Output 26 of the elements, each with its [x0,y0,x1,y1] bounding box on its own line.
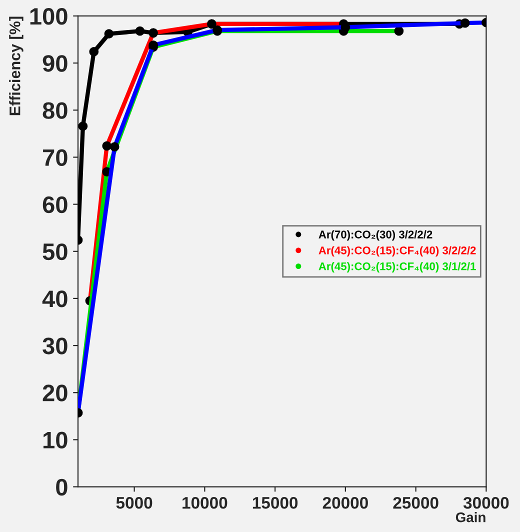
y-tick-label: 100 [30,8,68,25]
x-tick-label: 25000 [393,496,438,509]
y-tick-label: 20 [42,384,68,402]
y-axis-title: Efficiency [%] [9,16,24,116]
y-tick-label: 30 [42,338,68,354]
y-tick-label: 80 [42,102,68,119]
point [104,29,114,39]
legend-label: Ar(45):CO₂(15):CF₄(40) 3/2/2/2 [318,246,476,257]
point [89,47,99,56]
x-tick-label: 15000 [252,496,298,509]
y-tick-label: 0 [56,478,68,496]
legend-label: Ar(70):CO₂(30) 3/2/2/2 [318,230,432,241]
y-tick-label: 70 [43,149,68,166]
point [78,121,88,131]
x-tick-label: 20000 [322,496,368,509]
x-tick-label: 30000 [463,496,509,509]
x-axis-title: Gain [456,512,486,522]
x-tick-label: 10000 [182,496,228,509]
legend-label: Ar(45):CO₂(15):CF₄(40) 3/1/2/1 [318,262,476,272]
y-tick-label: 60 [42,196,68,214]
x-tick-label: 5000 [116,496,152,509]
y-tick-label: 40 [42,290,68,308]
y-tick-label: 10 [44,432,68,448]
point [135,26,145,36]
y-tick-label: 50 [42,243,68,260]
y-tick-label: 90 [42,55,68,72]
